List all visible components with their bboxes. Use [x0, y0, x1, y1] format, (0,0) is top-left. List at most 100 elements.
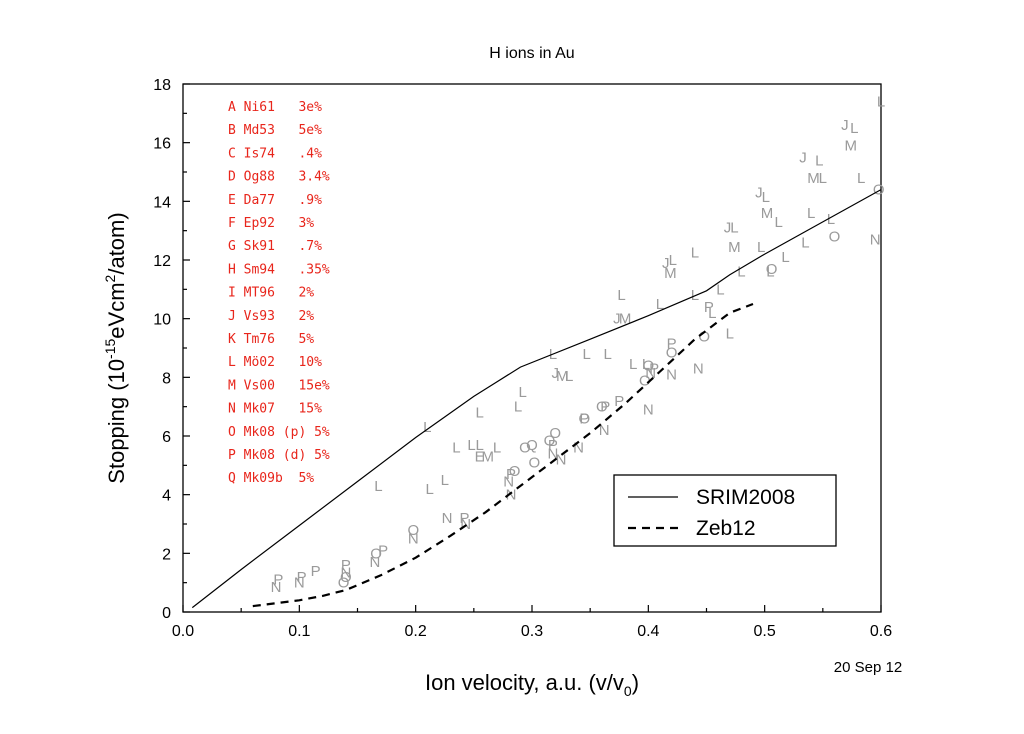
data-point-l: L — [807, 205, 815, 222]
data-point-n: N — [548, 446, 559, 463]
y-tick-label: 18 — [153, 77, 171, 94]
reference-list: A Ni61 3e% B Md53 5e% C Is74 .4% D Og88 3.4… — [228, 100, 330, 486]
data-point-n: N — [693, 361, 704, 378]
data-point-o: O — [370, 545, 382, 562]
y-tick-label: 2 — [162, 546, 171, 563]
data-point-o: O — [338, 575, 350, 592]
data-point-m: M — [845, 138, 858, 155]
data-point-p: P — [600, 399, 610, 416]
x-tick-label: 0.0 — [172, 623, 194, 640]
data-point-l: L — [423, 419, 431, 436]
data-point-n: N — [599, 422, 610, 439]
data-point-l: L — [565, 368, 573, 385]
data-point-m: M — [556, 368, 569, 385]
data-point-o: O — [666, 344, 678, 361]
reference-entry: Q Mk09b 5% — [228, 471, 314, 486]
chart-title: H ions in Au — [489, 45, 574, 62]
series-line-srim2008 — [191, 189, 882, 609]
data-point-o: O — [509, 463, 521, 480]
data-point-l: L — [642, 356, 650, 373]
data-point-o: O — [340, 569, 352, 586]
data-point-p: P — [506, 466, 516, 483]
data-point-m: M — [807, 170, 820, 187]
data-point-l: L — [737, 264, 745, 281]
data-point-p: P — [273, 572, 283, 589]
plot-frame — [182, 83, 882, 613]
data-point-n: N — [643, 402, 654, 419]
data-point-l: L — [781, 249, 789, 266]
data-point-l: L — [815, 152, 823, 169]
data-point-n: N — [370, 554, 381, 571]
data-point-p: P — [311, 563, 321, 580]
y-tick-label: 4 — [162, 488, 171, 505]
reference-entry: J Vs93 2% — [228, 309, 314, 324]
data-point-p: P — [704, 299, 714, 316]
data-point-n: N — [271, 579, 282, 596]
reference-entry: C Is74 .4% — [228, 146, 322, 161]
reference-entry: G Sk91 .7% — [228, 239, 322, 254]
reference-entry: B Md53 5e% — [228, 123, 322, 138]
data-point-l: L — [656, 296, 664, 313]
data-point-o: O — [642, 358, 654, 375]
data-point-n: N — [870, 231, 881, 248]
data-point-l: L — [850, 120, 858, 137]
x-axis-title: Ion velocity, a.u. (v/v0) — [425, 670, 639, 699]
data-point-n: N — [442, 510, 453, 527]
x-tick-label: 0.6 — [870, 623, 892, 640]
data-point-p: P — [297, 569, 307, 586]
data-point-n: N — [556, 451, 567, 468]
data-point-l: L — [762, 189, 770, 206]
data-point-l: L — [493, 440, 501, 457]
y-axis-title-exp2: 2 — [102, 274, 118, 282]
data-point-p: P — [460, 510, 470, 527]
data-point-j: J — [662, 255, 670, 272]
data-point-l: L — [757, 239, 765, 256]
data-point-j: J — [841, 117, 849, 134]
data-point-m: M — [482, 449, 495, 466]
data-point-j: J — [613, 311, 621, 328]
data-point-n: N — [408, 531, 419, 548]
reference-entry: N Mk07 15% — [228, 402, 322, 417]
data-point-p: P — [579, 410, 589, 427]
y-tick-label: 12 — [153, 253, 171, 270]
data-point-l: L — [669, 252, 677, 269]
reference-entry: H Sm94 .35% — [228, 262, 330, 277]
y-tick-label: 10 — [153, 312, 171, 329]
data-point-l: L — [514, 399, 522, 416]
data-point-l: L — [374, 478, 382, 495]
data-point-o: O — [873, 182, 885, 199]
data-point-l: L — [617, 287, 625, 304]
data-point-q: Q — [526, 437, 538, 454]
data-point-n: N — [506, 487, 517, 504]
data-point-l: L — [467, 437, 475, 454]
data-point-l: L — [475, 405, 483, 422]
data-point-o: O — [544, 432, 556, 449]
y-tick-label: 14 — [153, 194, 171, 211]
y-tick-label: 6 — [162, 429, 171, 446]
data-point-l: L — [691, 245, 699, 262]
y-axis-title: Stopping (10-15eVcm2/atom) — [102, 212, 129, 483]
legend: SRIM2008 Zeb12 — [613, 474, 837, 547]
data-point-o: O — [596, 399, 608, 416]
data-point-o: O — [639, 372, 651, 389]
data-point-l: L — [441, 472, 449, 489]
data-point-n: N — [666, 366, 677, 383]
data-point-l: L — [519, 384, 527, 401]
x-tick-label: 0.5 — [754, 623, 776, 640]
y-tick-label: 0 — [162, 605, 171, 622]
data-point-l: L — [629, 356, 637, 373]
data-point-l: L — [774, 214, 782, 231]
data-point-l: L — [708, 305, 716, 322]
y-axis-title-mid: eVcm — [104, 282, 129, 338]
legend-box — [613, 474, 837, 547]
data-point-m: M — [761, 205, 774, 222]
reference-entry: F Ep92 3% — [228, 216, 314, 231]
data-point-j: J — [724, 220, 732, 237]
x-tick-label: 0.3 — [521, 623, 543, 640]
reference-entry: L Mö02 10% — [228, 355, 322, 370]
reference-entry: P Mk08 (d) 5% — [228, 448, 330, 463]
legend-label-srim2008: SRIM2008 — [696, 486, 795, 509]
data-point-l: L — [583, 346, 591, 363]
